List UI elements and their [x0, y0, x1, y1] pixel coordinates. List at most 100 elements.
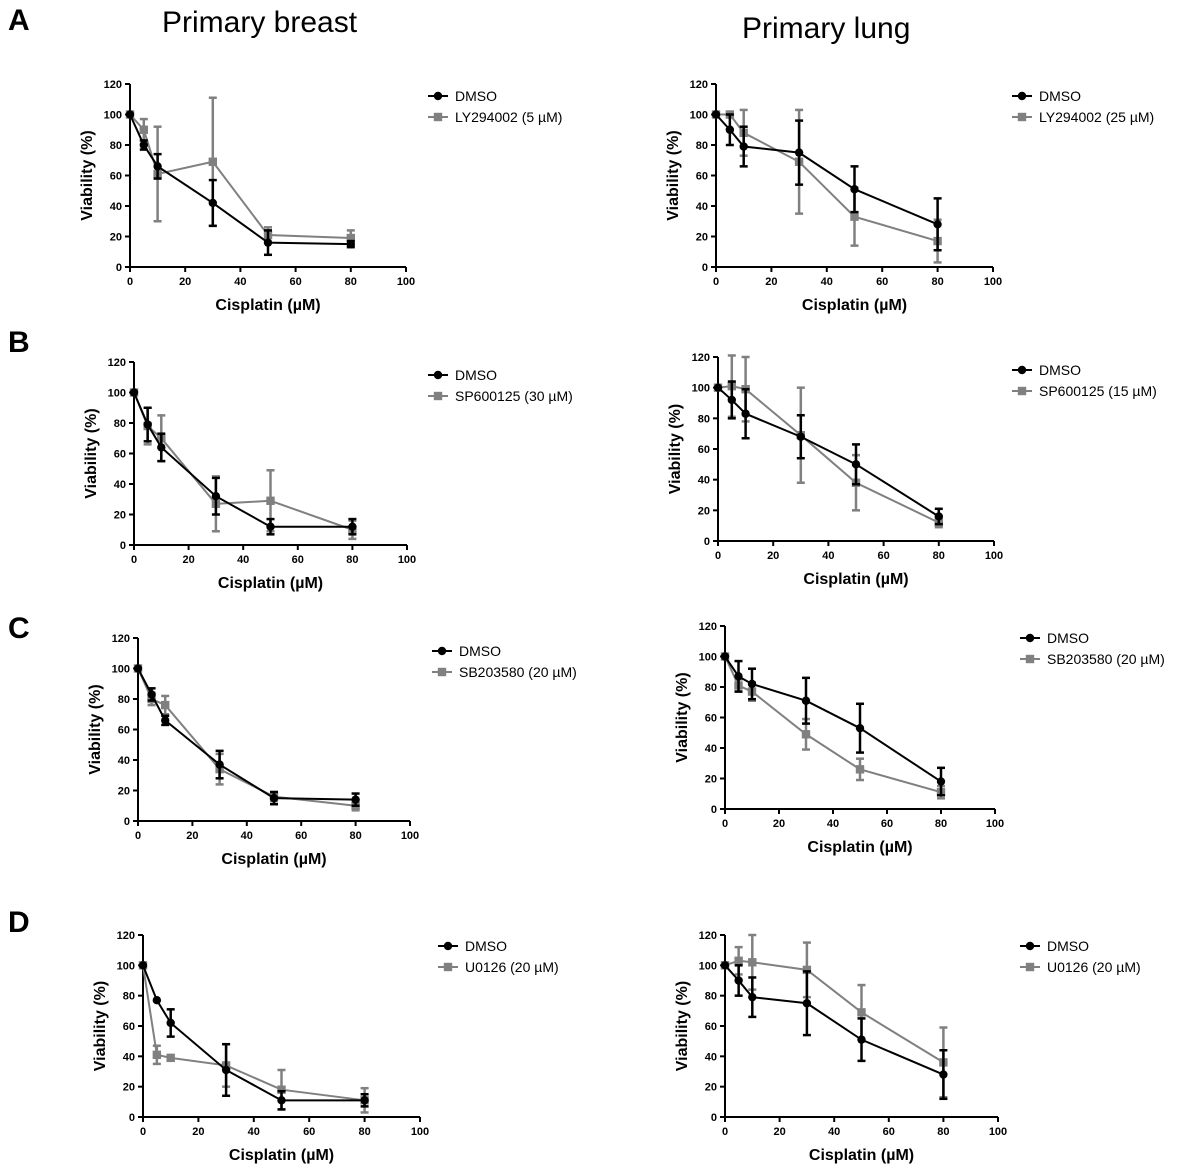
- y-axis-label: Viability (%): [665, 130, 682, 220]
- legend-entry: DMSO: [1012, 362, 1081, 378]
- legend-marker: [433, 91, 443, 101]
- x-axis-label: Cisplatin (µM): [229, 1147, 334, 1164]
- series-treatment: [129, 388, 357, 541]
- x-axis-label: Cisplatin (µM): [807, 839, 912, 856]
- row-letter-c: C: [8, 612, 30, 645]
- legend-label: SB203580 (20 µM): [1047, 651, 1165, 667]
- series-line: [129, 113, 351, 240]
- legend-label: SB203580 (20 µM): [459, 664, 577, 680]
- y-tick-label: 60: [114, 449, 126, 461]
- series-dmso: [720, 652, 946, 797]
- series-dmso: [711, 110, 942, 252]
- legend-marker: [1017, 91, 1027, 101]
- legend-entry: DMSO: [1012, 88, 1081, 104]
- x-tick-label: 80: [349, 830, 361, 842]
- series-dmso: [713, 380, 943, 526]
- y-tick-label: 60: [705, 713, 717, 725]
- y-tick-label: 100: [692, 383, 710, 395]
- x-tick-label: 100: [989, 1126, 1007, 1138]
- y-tick-label: 20: [114, 510, 126, 522]
- data-point: [855, 765, 865, 774]
- data-point: [727, 395, 736, 405]
- x-tick-label: 0: [140, 1126, 146, 1138]
- series-line: [142, 965, 365, 1102]
- legend-marker: [1025, 941, 1035, 951]
- data-point: [801, 696, 811, 705]
- x-tick-label: 40: [827, 818, 839, 830]
- legend-marker: [443, 941, 453, 951]
- data-point: [739, 142, 748, 151]
- legend-label: DMSO: [1039, 362, 1081, 378]
- x-tick-label: 0: [713, 276, 719, 288]
- y-tick-label: 120: [699, 930, 717, 942]
- series-line: [715, 113, 938, 226]
- data-point: [208, 157, 217, 166]
- data-point: [748, 992, 757, 1002]
- x-axis-label: Cisplatin (µM): [218, 575, 323, 592]
- data-point: [153, 162, 162, 171]
- data-point: [166, 1053, 175, 1063]
- data-point: [794, 148, 804, 157]
- x-tick-label: 20: [179, 276, 191, 288]
- data-point: [734, 672, 743, 681]
- series-treatment: [711, 108, 942, 264]
- y-axis-label: Viability (%): [79, 130, 96, 220]
- legend-marker: [1025, 654, 1035, 664]
- y-tick-label: 80: [110, 140, 122, 152]
- y-tick-label: 40: [705, 1051, 717, 1063]
- x-tick-label: 60: [876, 276, 888, 288]
- y-tick-label: 0: [704, 536, 710, 548]
- y-tick-label: 0: [711, 804, 717, 816]
- data-point: [851, 460, 861, 469]
- y-tick-label: 100: [108, 388, 126, 400]
- data-point: [211, 492, 221, 501]
- legend-label: DMSO: [465, 938, 507, 954]
- data-point: [277, 1096, 286, 1105]
- data-point: [157, 443, 166, 452]
- series-line: [137, 668, 356, 807]
- y-tick-label: 80: [705, 682, 717, 694]
- x-tick-label: 100: [397, 276, 415, 288]
- y-tick-label: 60: [110, 171, 122, 183]
- x-tick-label: 20: [192, 1126, 204, 1138]
- legend-label: U0126 (20 µM): [465, 959, 559, 975]
- series-line: [724, 959, 944, 1064]
- y-tick-label: 80: [118, 694, 130, 706]
- data-point: [713, 383, 723, 392]
- x-tick-label: 20: [182, 554, 194, 566]
- data-point: [939, 1070, 948, 1079]
- series-line: [717, 386, 940, 518]
- legend-entry: SP600125 (30 µM): [428, 388, 573, 404]
- x-tick-label: 60: [877, 550, 889, 562]
- y-tick-label: 0: [129, 1112, 135, 1124]
- x-tick-label: 20: [767, 550, 779, 562]
- chart-panel-4: 0 20 40 60 80 100 0 20 40 60 80 100 120 Cisplatin (µM…: [87, 633, 577, 868]
- data-point: [855, 723, 865, 733]
- x-tick-label: 40: [237, 554, 249, 566]
- x-tick-label: 100: [411, 1126, 429, 1138]
- data-point: [346, 233, 355, 243]
- legend-entry: DMSO: [1020, 630, 1089, 646]
- y-tick-label: 0: [702, 262, 708, 274]
- y-tick-label: 120: [699, 621, 717, 633]
- y-tick-label: 40: [110, 201, 122, 213]
- legend-marker: [1017, 386, 1027, 396]
- y-axis-label: Viability (%): [83, 408, 100, 498]
- x-tick-label: 0: [715, 550, 721, 562]
- x-tick-label: 100: [401, 830, 419, 842]
- row-letter-d: D: [8, 906, 30, 939]
- legend-marker: [443, 962, 453, 972]
- y-tick-label: 40: [698, 475, 710, 487]
- x-tick-label: 100: [398, 554, 416, 566]
- y-tick-label: 0: [124, 816, 130, 828]
- x-tick-label: 0: [135, 830, 141, 842]
- legend-label: DMSO: [1047, 938, 1089, 954]
- legend-entry: DMSO: [438, 938, 507, 954]
- data-point: [720, 961, 730, 970]
- data-point: [857, 1008, 866, 1017]
- data-point: [266, 496, 275, 505]
- data-point: [129, 388, 139, 397]
- series-dmso: [138, 961, 369, 1111]
- chart-panel-1: 0 20 40 60 80 100 0 20 40 60 80 100 120 Cisplatin (µM…: [665, 79, 1154, 314]
- x-tick-label: 60: [292, 554, 304, 566]
